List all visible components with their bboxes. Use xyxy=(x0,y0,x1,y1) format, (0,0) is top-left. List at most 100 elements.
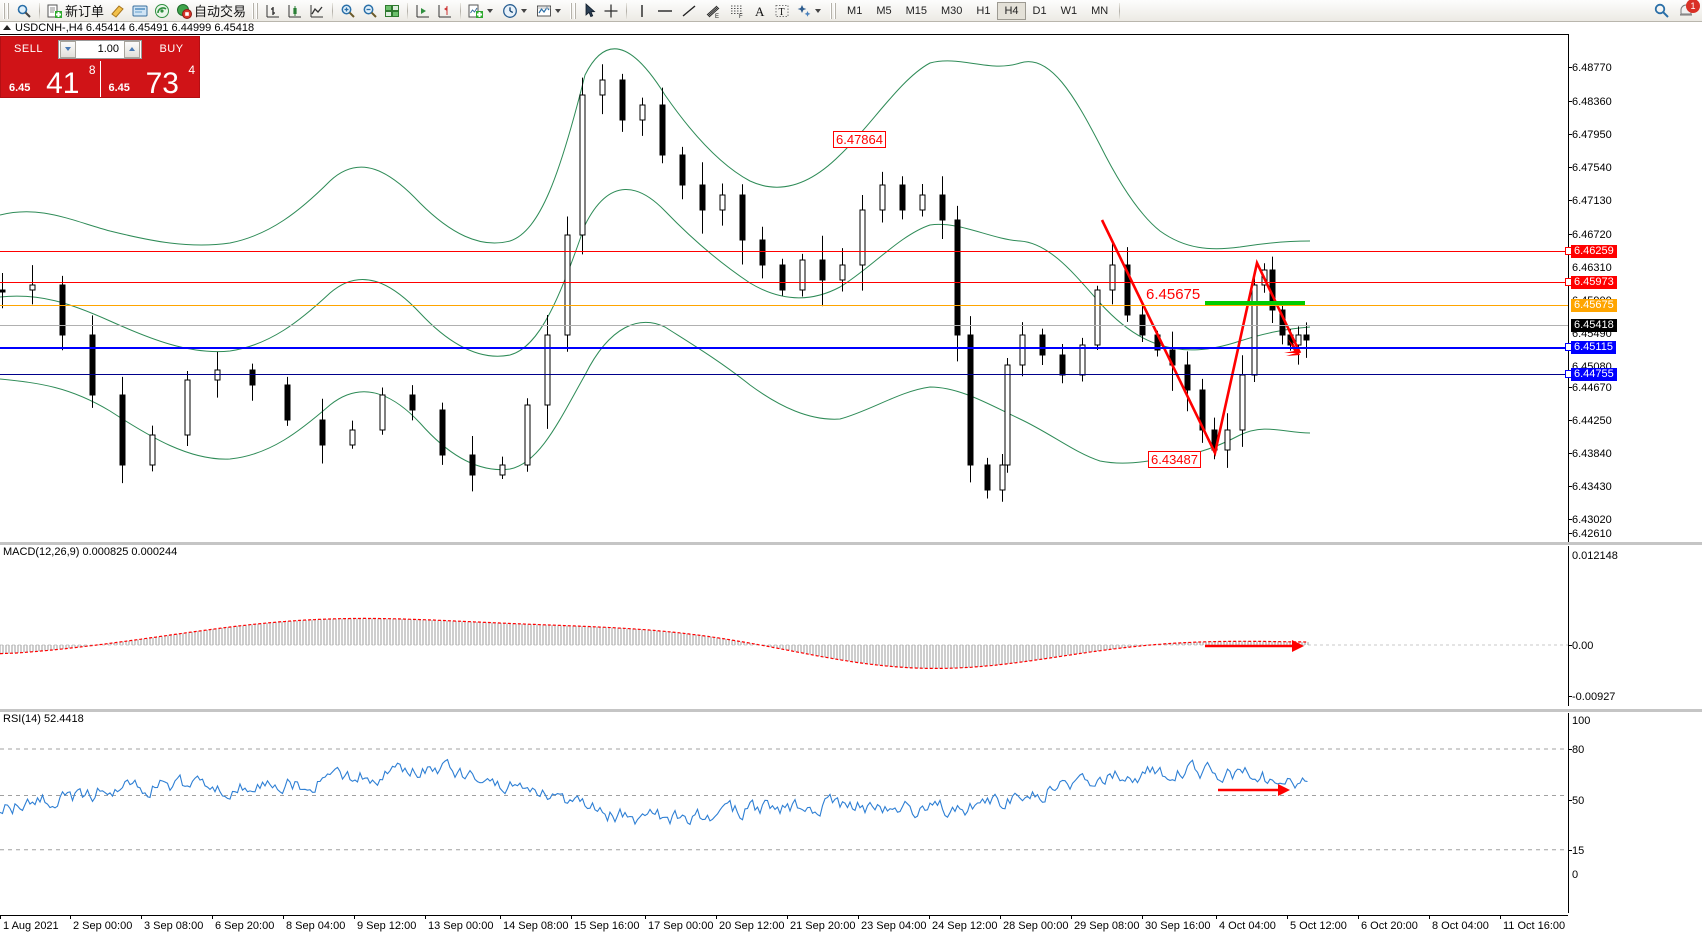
sell-price-main: 41 xyxy=(46,67,80,100)
auto-trading-label: 自动交易 xyxy=(194,5,247,20)
crosshair-icon[interactable] xyxy=(600,1,622,21)
candlestick-chart-icon[interactable] xyxy=(284,1,306,21)
lot-size-input[interactable]: 1.00 xyxy=(97,43,119,55)
magnifier-icon[interactable] xyxy=(13,1,35,21)
price-level-label-644755[interactable]: 6.44755 xyxy=(1571,368,1617,381)
horizontal-line-icon[interactable] xyxy=(653,1,677,21)
new-order-label: 新订单 xyxy=(65,5,105,20)
rsi-tick: 100 xyxy=(1572,715,1591,727)
auto-scroll-icon[interactable] xyxy=(412,1,434,21)
signals-icon[interactable] xyxy=(151,1,173,21)
svg-text:A: A xyxy=(755,4,765,19)
zoom-out-icon[interactable] xyxy=(359,1,381,21)
pane-separator-macd[interactable] xyxy=(0,542,1702,545)
timeframe-m15[interactable]: M15 xyxy=(905,4,927,17)
timeframe-m5[interactable]: M5 xyxy=(876,4,892,17)
one-click-trading-panel[interactable]: SELL 1.00 BUY 6.45 41 8 6.45 73 4 xyxy=(0,36,200,100)
chevron-down-icon-4[interactable] xyxy=(815,8,822,13)
tile-windows-icon[interactable] xyxy=(381,1,403,21)
octp-quotes-row: 6.45 41 8 6.45 73 4 xyxy=(1,61,200,100)
timeframe-w1[interactable]: W1 xyxy=(1060,4,1078,17)
annotation-low-label[interactable]: 6.43487 xyxy=(1148,451,1201,468)
price-level-label-645418[interactable]: 6.45418 xyxy=(1571,319,1617,332)
pane-separator-rsi[interactable] xyxy=(0,709,1702,712)
cursor-icon[interactable] xyxy=(580,1,600,21)
price-level-line-645418[interactable] xyxy=(0,325,1568,326)
macd-axis[interactable]: 0.012148 0.00 -0.00927 xyxy=(1568,546,1702,706)
lot-decrease-button[interactable] xyxy=(60,40,76,58)
price-level-line-645675[interactable] xyxy=(0,305,1568,306)
timeframe-m30[interactable]: M30 xyxy=(941,4,963,17)
buy-price-prefix: 6.45 xyxy=(108,82,130,94)
chart-shift-icon[interactable] xyxy=(434,1,456,21)
chevron-down-icon-3[interactable] xyxy=(555,8,562,13)
chart-drawings-overlay[interactable] xyxy=(0,35,1568,543)
shapes-icon[interactable] xyxy=(793,1,827,21)
buy-price-quote[interactable]: 6.45 73 4 xyxy=(101,61,200,99)
timeframe-h4[interactable]: H4 xyxy=(997,1,1026,20)
label-icon[interactable]: T xyxy=(771,1,793,21)
svg-text:E: E xyxy=(715,14,719,19)
chevron-down-icon-2[interactable] xyxy=(521,8,528,13)
timeframe-mn[interactable]: MN xyxy=(1091,4,1109,17)
time-label: 28 Sep 00:00 xyxy=(1003,920,1069,932)
terminal-icon[interactable] xyxy=(129,1,151,21)
text-icon[interactable]: A xyxy=(749,1,771,21)
metaeditor-icon[interactable] xyxy=(107,1,129,21)
sell-button-label[interactable]: SELL xyxy=(14,43,43,55)
price-level-label-645973[interactable]: 6.45973 xyxy=(1571,276,1617,289)
price-pane[interactable]: 6.47864 6.45675 6.43487 xyxy=(0,34,1568,543)
rsi-drawings[interactable] xyxy=(0,713,1568,913)
price-level-line-645115[interactable] xyxy=(0,347,1568,349)
time-label: 15 Sep 16:00 xyxy=(574,920,640,932)
vertical-line-icon[interactable] xyxy=(631,1,653,21)
price-level-label-645115[interactable]: 6.45115 xyxy=(1571,341,1616,354)
chart-workspace[interactable]: USDCNH-,H4 6.45414 6.45491 6.44999 6.454… xyxy=(0,22,1702,940)
timeframe-d1[interactable]: D1 xyxy=(1032,4,1047,17)
sell-price-fraction: 8 xyxy=(88,63,96,77)
timeframe-m1[interactable]: M1 xyxy=(847,4,863,17)
bar-chart-icon[interactable] xyxy=(262,1,284,21)
macd-forecast-arrow xyxy=(1205,640,1304,652)
sell-price-quote[interactable]: 6.45 41 8 xyxy=(1,61,101,100)
search-icon[interactable] xyxy=(1650,1,1674,21)
line-chart-icon[interactable] xyxy=(306,1,328,21)
time-label: 4 Oct 04:00 xyxy=(1219,920,1276,932)
time-label: 24 Sep 12:00 xyxy=(932,920,998,932)
annotation-high-label[interactable]: 6.47864 xyxy=(833,131,886,148)
price-tick: 6.47950 xyxy=(1572,129,1612,141)
time-axis[interactable]: 1 Aug 2021 2 Sep 00:00 3 Sep 08:00 6 Sep… xyxy=(0,915,1568,938)
lot-increase-button[interactable] xyxy=(124,40,140,58)
price-level-line-645973[interactable] xyxy=(0,282,1568,283)
templates-icon[interactable] xyxy=(533,1,567,21)
periods-icon[interactable] xyxy=(499,1,533,21)
macd-tick: 0.00 xyxy=(1572,640,1594,652)
rsi-axis[interactable]: 100 80 50 15 0 xyxy=(1568,713,1702,913)
equidistant-channel-icon[interactable]: E xyxy=(701,1,725,21)
toolbar-grip-2[interactable] xyxy=(252,2,260,19)
new-order-button[interactable]: 新订单 xyxy=(44,1,107,21)
macd-pane[interactable]: MACD(12,26,9) 0.000825 0.000244 xyxy=(0,546,1568,706)
chevron-down-icon[interactable] xyxy=(487,8,494,13)
zoom-in-icon[interactable] xyxy=(337,1,359,21)
price-level-label-646259[interactable]: 6.46259 xyxy=(1571,245,1617,258)
annotation-mid-label[interactable]: 6.45675 xyxy=(1146,286,1201,303)
auto-trading-button[interactable]: 自动交易 xyxy=(173,1,249,21)
price-axis[interactable]: 6.48770 6.48360 6.47950 6.47540 6.47130 … xyxy=(1565,34,1702,542)
indicators-icon[interactable] xyxy=(465,1,499,21)
toolbar-grip-4[interactable] xyxy=(830,2,838,19)
notification-icon[interactable]: 1 xyxy=(1674,0,1700,21)
fibonacci-icon[interactable]: F xyxy=(725,1,749,21)
price-level-line-646259[interactable] xyxy=(0,251,1568,252)
toolbar-grip[interactable] xyxy=(3,2,10,19)
price-level-label-645675[interactable]: 6.45675 xyxy=(1571,299,1617,312)
toolbar-grip-3[interactable] xyxy=(570,2,578,19)
buy-button-label[interactable]: BUY xyxy=(159,43,184,55)
trendline-icon[interactable] xyxy=(677,1,701,21)
bollinger-upper-band xyxy=(0,48,1311,250)
price-level-line-644755[interactable] xyxy=(0,374,1568,375)
macd-drawings[interactable] xyxy=(0,546,1568,706)
timeframe-h1[interactable]: H1 xyxy=(976,4,991,17)
rsi-pane[interactable]: RSI(14) 52.4418 xyxy=(0,713,1568,913)
lot-size-stepper[interactable]: 1.00 xyxy=(58,39,142,59)
